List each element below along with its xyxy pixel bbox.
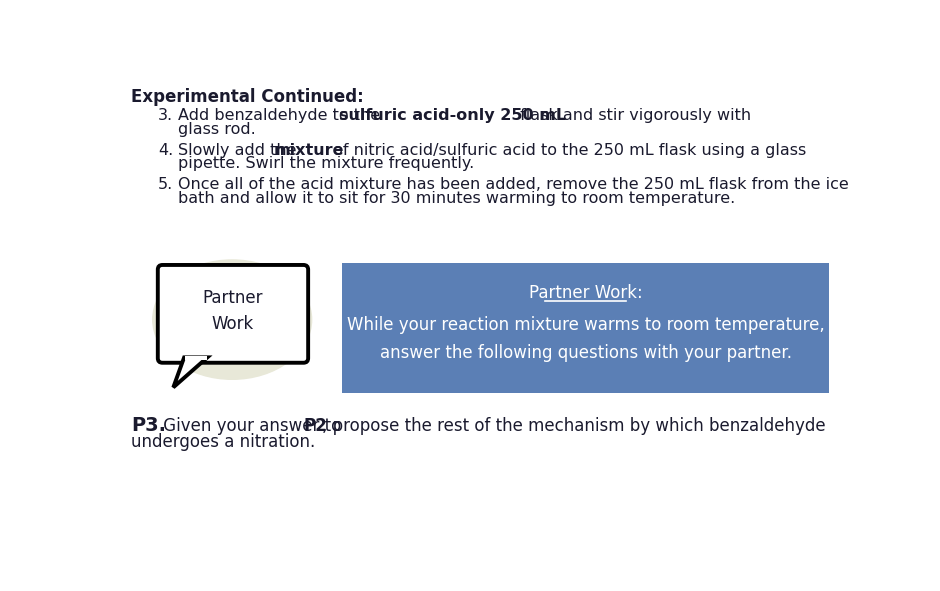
Text: Partner
Work: Partner Work — [203, 288, 263, 333]
Text: 3.: 3. — [158, 108, 173, 123]
Text: of nitric acid/sulfuric acid to the 250 mL flask using a glass: of nitric acid/sulfuric acid to the 250 … — [328, 142, 807, 158]
Text: Partner Work:: Partner Work: — [528, 284, 642, 301]
Text: While your reaction mixture warms to room temperature,
answer the following ques: While your reaction mixture warms to roo… — [347, 316, 824, 362]
Text: Slowly add the: Slowly add the — [178, 142, 302, 158]
Text: Given your answer to: Given your answer to — [158, 417, 346, 436]
Text: 5.: 5. — [158, 177, 173, 192]
FancyBboxPatch shape — [342, 264, 829, 393]
Text: Add benzaldehyde to the: Add benzaldehyde to the — [178, 108, 385, 123]
Text: bath and allow it to sit for 30 minutes warming to room temperature.: bath and allow it to sit for 30 minutes … — [178, 191, 735, 206]
Text: undergoes a nitration.: undergoes a nitration. — [132, 433, 316, 451]
Text: flask and stir vigorously with: flask and stir vigorously with — [514, 108, 751, 123]
Text: 4.: 4. — [158, 142, 173, 158]
Polygon shape — [173, 358, 208, 387]
Text: glass rod.: glass rod. — [178, 122, 256, 137]
Polygon shape — [185, 356, 207, 361]
Text: , propose the rest of the mechanism by which benzaldehyde: , propose the rest of the mechanism by w… — [322, 417, 826, 436]
Text: sulfuric acid-only 250 mL: sulfuric acid-only 250 mL — [338, 108, 566, 123]
Text: Experimental Continued:: Experimental Continued: — [132, 88, 364, 106]
Text: pipette. Swirl the mixture frequently.: pipette. Swirl the mixture frequently. — [178, 157, 474, 171]
FancyBboxPatch shape — [158, 265, 308, 363]
Text: P3.: P3. — [132, 416, 166, 435]
Text: mixture: mixture — [274, 142, 344, 158]
Ellipse shape — [153, 260, 312, 379]
Text: Once all of the acid mixture has been added, remove the 250 mL flask from the ic: Once all of the acid mixture has been ad… — [178, 177, 849, 192]
Text: P2: P2 — [304, 417, 328, 436]
